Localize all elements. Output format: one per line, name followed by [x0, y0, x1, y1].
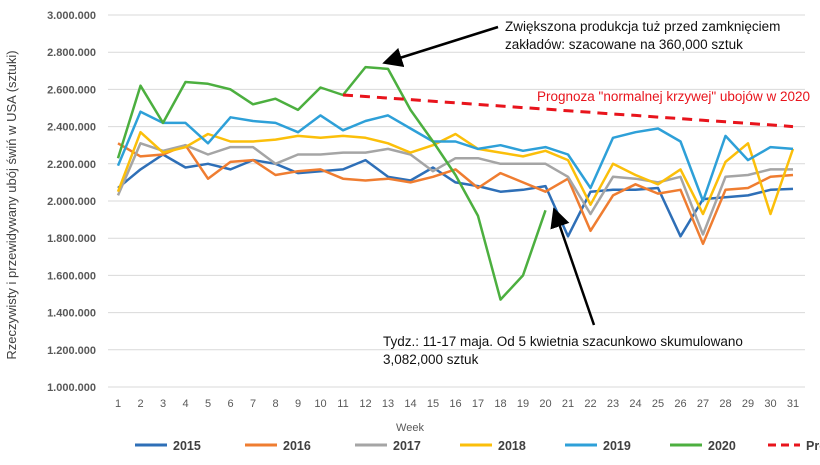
x-tick-label: 12 [359, 398, 371, 410]
x-tick-label: 13 [382, 398, 394, 410]
y-tick-label: 3.000.000 [47, 10, 96, 22]
legend-label: 2015 [173, 439, 201, 453]
x-tick-label: 19 [517, 398, 529, 410]
y-axis-label: Rzeczywisty i przewidywany ubój świń w U… [4, 50, 19, 359]
series-line-2015 [117, 153, 794, 238]
series-line-2019 [116, 110, 794, 203]
series-line-2020 [116, 65, 547, 301]
x-tick-label: 30 [764, 398, 776, 410]
x-tick-label: 26 [674, 398, 686, 410]
legend-label: 2016 [283, 439, 311, 453]
annotation-production: zakładów: szacowane na 360,000 sztuk [505, 37, 743, 52]
y-tick-label: 1.600.000 [47, 270, 96, 282]
legend-label: 2019 [603, 439, 631, 453]
y-tick-label: 2.400.000 [47, 122, 96, 134]
x-tick-label: 20 [539, 398, 551, 410]
annotation-forecast: Prognoza "normalnej krzywej" ubojów w 20… [537, 89, 810, 104]
x-tick-label: 16 [449, 398, 461, 410]
series-line-2018 [116, 130, 795, 216]
series-line-2016 [117, 142, 794, 246]
y-tick-label: 2.200.000 [47, 159, 96, 171]
x-tick-label: 22 [584, 398, 596, 410]
x-tick-label: 15 [427, 398, 439, 410]
x-tick-label: 24 [629, 398, 641, 410]
series-line-prognozy-2020 [342, 93, 794, 129]
x-tick-label: 8 [272, 398, 278, 410]
x-tick-label: 29 [742, 398, 754, 410]
x-tick-label: 17 [472, 398, 484, 410]
x-tick-label: 27 [697, 398, 709, 410]
legend-label: 2020 [708, 439, 736, 453]
y-tick-label: 1.200.000 [47, 345, 96, 357]
annotation-production: Zwiększona produkcja tuż przed zamknięci… [505, 19, 780, 34]
annotation-may: Tydz.: 11-17 maja. Od 5 kwietnia szacunk… [383, 334, 743, 349]
legend-label: Prognozy 2020 [806, 439, 820, 453]
annotation-arrow [382, 25, 499, 68]
y-tick-label: 2.000.000 [47, 196, 96, 208]
y-tick-label: 1.400.000 [47, 308, 96, 320]
x-tick-label: 4 [182, 398, 188, 410]
x-tick-label: 5 [205, 398, 211, 410]
x-tick-label: 25 [652, 398, 664, 410]
x-tick-label: 10 [314, 398, 326, 410]
series-line-2017 [116, 142, 793, 236]
annotation-arrow [550, 207, 596, 326]
x-tick-label: 21 [562, 398, 574, 410]
x-tick-label: 7 [250, 398, 256, 410]
x-tick-label: 18 [494, 398, 506, 410]
y-tick-label: 1.800.000 [47, 233, 96, 245]
x-axis-label: Week [396, 422, 424, 434]
legend-label: 2018 [498, 439, 526, 453]
y-tick-label: 2.800.000 [47, 47, 96, 59]
y-tick-label: 1.000.000 [47, 382, 96, 394]
x-tick-label: 14 [404, 398, 416, 410]
x-tick-label: 2 [137, 398, 143, 410]
annotation-may: 3,082,000 sztuk [383, 352, 479, 367]
x-tick-label: 23 [607, 398, 619, 410]
x-tick-label: 3 [160, 398, 166, 410]
x-tick-label: 31 [787, 398, 799, 410]
x-tick-label: 11 [337, 398, 348, 410]
x-tick-label: 28 [719, 398, 731, 410]
x-tick-label: 9 [295, 398, 301, 410]
legend-label: 2017 [393, 439, 421, 453]
x-tick-label: 6 [227, 398, 233, 410]
y-tick-label: 2.600.000 [47, 84, 96, 96]
x-tick-label: 1 [115, 398, 121, 410]
